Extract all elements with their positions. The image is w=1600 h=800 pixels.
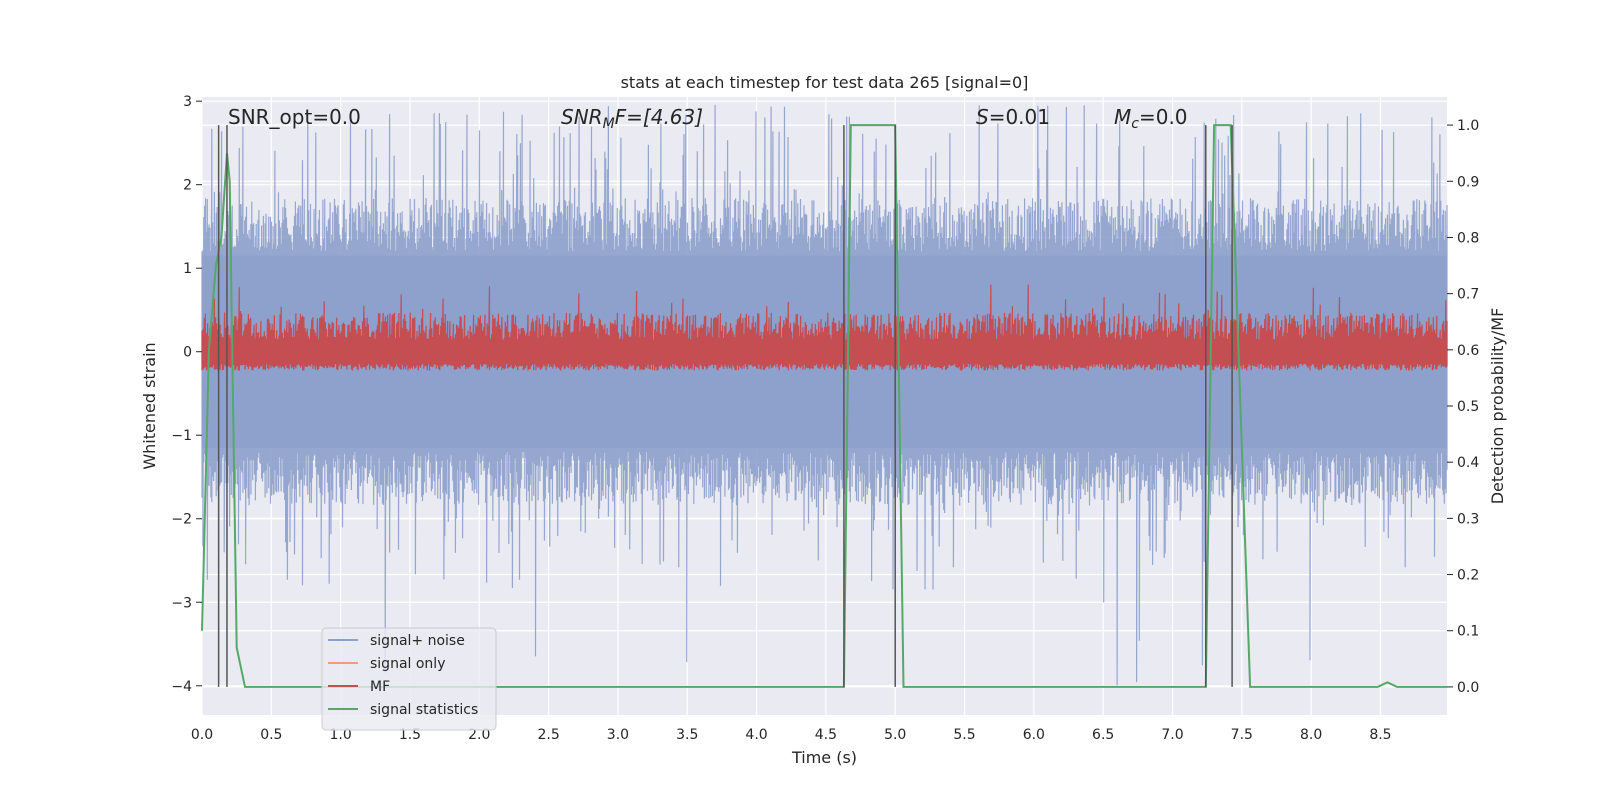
x-tick-label: 8.0 (1300, 727, 1322, 743)
x-tick-label: 5.0 (884, 727, 906, 743)
annotation-snr-mf: SNRMF=[4.63] (561, 105, 703, 132)
y2-tick-label: 0.3 (1457, 511, 1479, 527)
y2-axis-label: Detection probability/MF (1488, 308, 1507, 505)
legend-box (321, 627, 497, 731)
y-tick-label: −2 (171, 512, 192, 528)
y2-tick-label: 0.9 (1457, 174, 1479, 190)
x-tick-label: 2.5 (537, 727, 559, 743)
x-tick-label: 8.5 (1369, 727, 1391, 743)
annotation-snr-mf-post: F=[4.63] (615, 105, 703, 129)
chart-title: stats at each timestep for test data 265… (621, 73, 1029, 92)
annotation-snr-opt: SNR_opt=0.0 (228, 105, 361, 129)
x-tick-label: 4.0 (745, 727, 767, 743)
series-signal-statistics (201, 124, 1447, 688)
annotation-mc-sub: c (1131, 116, 1139, 132)
x-tick-label: 7.0 (1161, 727, 1183, 743)
x-tick-label: 2.0 (468, 727, 490, 743)
x-tick-label: 3.0 (607, 727, 629, 743)
x-tick-label: 4.5 (815, 727, 837, 743)
y2-tick-label: 1.0 (1457, 118, 1479, 134)
x-tick-label: 3.5 (676, 727, 698, 743)
y-tick-label: −1 (171, 428, 192, 444)
annotation-mc-var: M (1114, 105, 1131, 129)
y-tick-label: 0 (183, 345, 192, 361)
y-tick-label: 3 (183, 94, 192, 110)
vertical-lines (217, 125, 1233, 687)
legend-label: MF (370, 679, 390, 695)
annotation-mc-val: =0.0 (1139, 105, 1188, 129)
x-tick-label: 5.5 (953, 727, 975, 743)
x-tick-label: 1.5 (399, 727, 421, 743)
x-axis-label: Time (s) (791, 748, 857, 767)
y2-tick-label: 0.5 (1457, 399, 1479, 415)
y2-tick-label: 0.6 (1457, 343, 1479, 359)
annotation-snr-mf-pre: SNR (561, 105, 603, 129)
legend-label: signal only (370, 656, 445, 672)
x-tick-label: 0.0 (191, 727, 213, 743)
annotation-mc: Mc=0.0 (1114, 105, 1188, 132)
y2-tick-label: 0.7 (1457, 287, 1479, 303)
series-layer (201, 104, 1448, 688)
y-tick-label: 1 (183, 261, 192, 277)
legend: signal+ noise signal only MF signal statist… (321, 627, 497, 731)
x-tick-label: 1.0 (330, 727, 352, 743)
x-tick-label: 0.5 (260, 727, 282, 743)
y2-tick-label: 0.8 (1457, 230, 1479, 246)
y2-tick-label: 0.0 (1457, 680, 1479, 696)
y2-tick-label: 0.2 (1457, 568, 1479, 584)
y2-tick-label: 0.4 (1457, 455, 1479, 471)
legend-label: signal+ noise (370, 633, 465, 649)
x-tick-label: 6.0 (1023, 727, 1045, 743)
legend-label: signal statistics (370, 702, 478, 718)
axes: 0.0 0.5 1.0 1.5 2.0 2.5 3.0 3.5 4.0 4.5 5.0 5.5 6.0 6… (171, 94, 1479, 743)
x-tick-label: 6.5 (1092, 727, 1114, 743)
annotation-s-val: =0.01 (989, 105, 1050, 129)
mf-core (202, 343, 1447, 364)
x-tick-label: 7.5 (1231, 727, 1253, 743)
y-tick-label: −3 (171, 595, 192, 611)
y-axis-label: Whitened strain (140, 342, 159, 469)
y-tick-label: 2 (183, 178, 192, 194)
annotation-s: S=0.01 (976, 105, 1050, 129)
annotation-s-var: S (976, 105, 989, 129)
y-tick-label: −4 (171, 679, 192, 695)
annotation-snr-mf-sub: M (603, 116, 615, 132)
annotations: SNR_opt=0.0 SNRMF=[4.63] S=0.01 Mc=0.0 (228, 105, 1188, 132)
y2-tick-label: 0.1 (1457, 624, 1479, 640)
